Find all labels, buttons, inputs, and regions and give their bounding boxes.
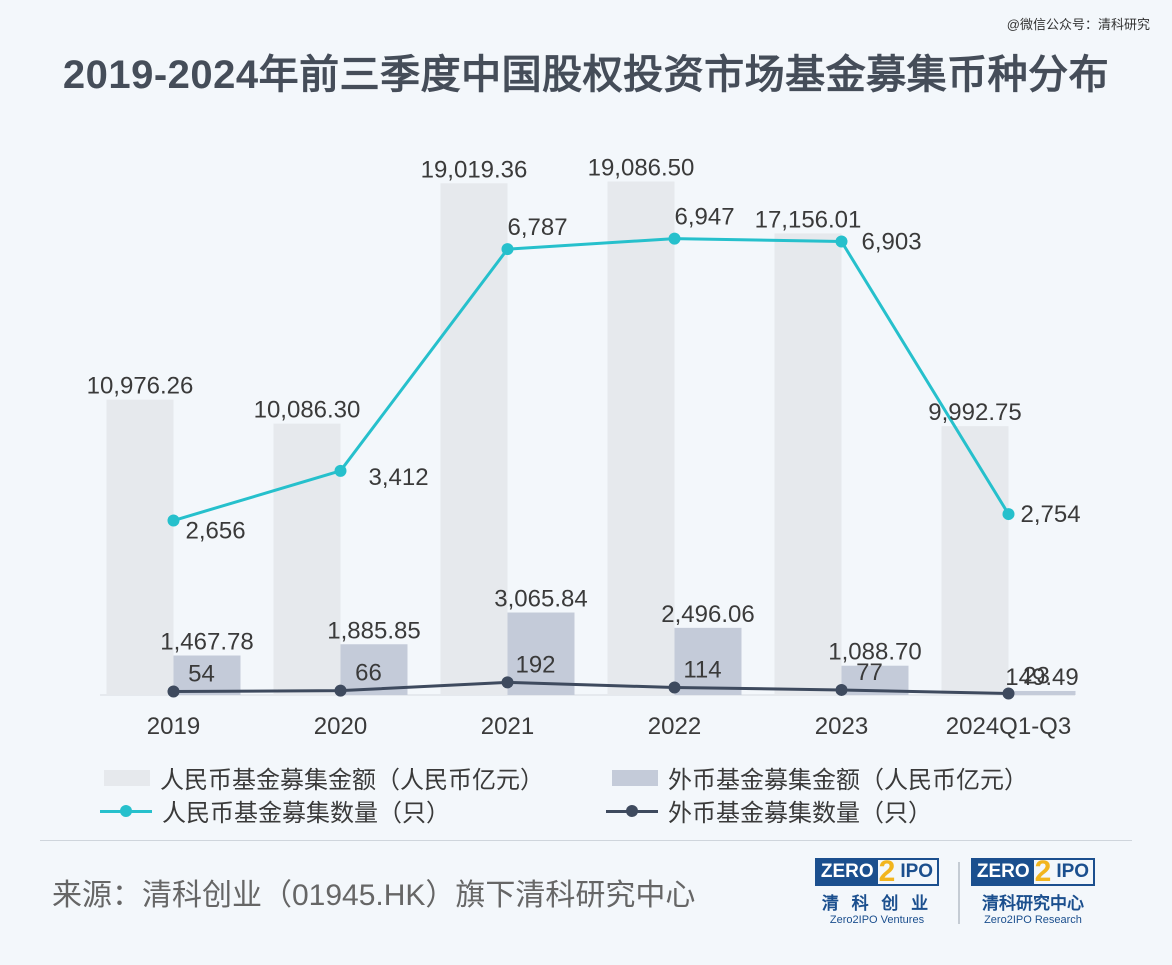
label-rmb-count: 2,754	[1021, 501, 1081, 528]
combo-chart: 10,976.26 10,086.30 19,019.36 19,086.50 17,1…	[87, 154, 1081, 740]
source-note: 来源：清科创业（01945.HK）旗下清科研究中心	[52, 879, 696, 912]
legend-swatch-rmb-amount	[104, 769, 150, 786]
point-rmb-count	[167, 514, 180, 527]
point-rmb-count	[334, 464, 347, 477]
point-rmb-count	[501, 243, 514, 256]
label-foreign-count: 192	[515, 651, 555, 678]
label-foreign-count: 54	[188, 660, 215, 687]
line-rmb-count	[173, 237, 1010, 522]
legend-label: 外币基金募集金额（人民币亿元）	[668, 767, 1028, 794]
label-rmb-amount: 19,086.50	[588, 154, 695, 181]
label-rmb-amount: 10,086.30	[254, 397, 361, 424]
x-tick-label: 2021	[481, 713, 534, 740]
label-rmb-count: 3,412	[369, 464, 429, 491]
x-tick-label: 2020	[314, 713, 367, 740]
legend-rmb-amount: 人民币基金募集金额（人民币亿元）	[104, 760, 544, 795]
label-foreign-count: 77	[856, 659, 883, 686]
logo-cn-name: 清科研究中心	[982, 894, 1084, 913]
watermark: @微信公众号：清科研究	[1006, 17, 1150, 32]
bar-foreign-amount	[674, 627, 742, 695]
point-foreign-count	[167, 685, 180, 698]
label-rmb-amount: 10,976.26	[87, 373, 194, 400]
label-rmb-count: 6,903	[862, 228, 922, 255]
legend-swatch-foreign-amount	[612, 769, 658, 786]
label-rmb-count: 6,787	[508, 214, 568, 241]
point-foreign-count	[1002, 687, 1015, 700]
point-foreign-count	[334, 684, 347, 697]
bar-foreign-amount	[1008, 690, 1076, 695]
label-rmb-amount: 9,992.75	[928, 399, 1021, 426]
line-foreign-count	[173, 680, 1009, 695]
logo-en-name: Zero2IPO Research	[984, 914, 1082, 926]
legend-swatch-rmb-count	[100, 803, 152, 819]
label-rmb-count: 6,947	[675, 204, 735, 231]
label-foreign-amount: 1,088.70	[828, 639, 921, 666]
bar-rmb-amount	[273, 423, 341, 695]
bar-foreign-amount	[173, 655, 241, 695]
label-rmb-amount: 17,156.01	[755, 206, 862, 233]
label-foreign-amount: 1,885.85	[327, 617, 420, 644]
bar-rmb-amount	[607, 181, 675, 695]
legend-label: 人民币基金募集金额（人民币亿元）	[160, 767, 544, 794]
bar-rmb-amount	[774, 233, 842, 695]
label-foreign-amount: 1,467.78	[160, 629, 253, 656]
legend-label: 外币基金募集数量（只）	[668, 800, 932, 827]
point-foreign-count	[501, 676, 514, 689]
chart-title: 2019-2024年前三季度中国股权投资市场基金募集币种分布	[62, 53, 1110, 97]
label-foreign-count: 114	[683, 657, 721, 684]
point-rmb-count	[668, 232, 681, 245]
x-tick-label: 2023	[815, 713, 868, 740]
legend-foreign-amount: 外币基金募集金额（人民币亿元）	[612, 760, 1028, 795]
legend-foreign-count: 外币基金募集数量（只）	[606, 793, 932, 828]
legend-rmb-count: 人民币基金募集数量（只）	[100, 793, 450, 828]
bar-rmb-amount	[106, 399, 174, 695]
bar-rmb-amount	[941, 426, 1009, 695]
point-foreign-count	[835, 683, 848, 696]
x-tick-label: 2022	[648, 713, 701, 740]
legend-swatch-foreign-count	[606, 803, 658, 819]
logo-separator	[958, 862, 960, 924]
point-foreign-count	[668, 681, 681, 694]
label-foreign-amount: 149.49	[1005, 664, 1078, 691]
logo-brand: ZERO 2 IPO	[970, 857, 1096, 887]
label-foreign-amount: 2,496.06	[661, 601, 754, 628]
point-rmb-count	[1002, 508, 1015, 521]
footer-divider	[40, 840, 1132, 841]
x-tick-label: 2024Q1-Q3	[946, 713, 1071, 740]
label-foreign-count: 23	[1023, 662, 1050, 689]
label-rmb-count: 2,656	[186, 518, 246, 545]
zero2ipo-research-logo: ZERO 2 IPO 清科研究中心 Zero2IPO Research	[968, 857, 1098, 926]
label-foreign-amount: 3,065.84	[494, 586, 587, 613]
point-rmb-count	[835, 235, 848, 248]
label-foreign-count: 66	[355, 660, 382, 687]
logo-brand: ZERO 2 IPO	[814, 857, 940, 887]
x-tick-label: 2019	[147, 713, 200, 740]
logo-en-name: Zero2IPO Ventures	[829, 914, 925, 926]
bar-rmb-amount	[440, 183, 508, 696]
zero2ipo-ventures-logo: ZERO 2 IPO 清 科 创 业 Zero2IPO Ventures	[812, 857, 942, 926]
label-rmb-amount: 19,019.36	[421, 156, 528, 183]
logo-cn-name: 清 科 创 业	[821, 894, 933, 913]
legend-label: 人民币基金募集数量（只）	[162, 800, 450, 827]
